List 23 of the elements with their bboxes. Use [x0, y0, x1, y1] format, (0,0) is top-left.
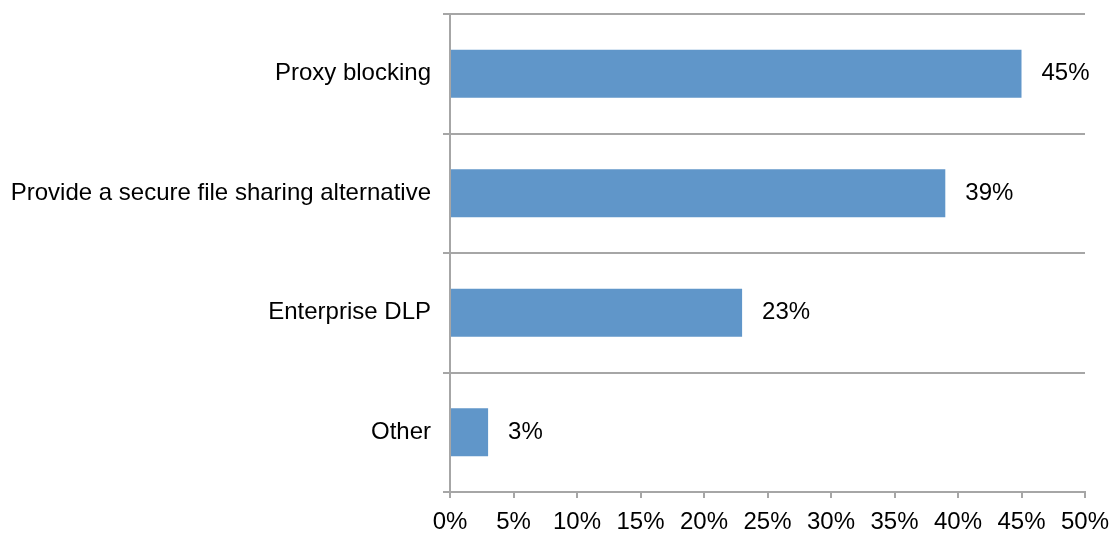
y-tick-label: Enterprise DLP [268, 297, 431, 325]
y-tick-label: Provide a secure file sharing alternative [10, 177, 431, 205]
bar [451, 288, 743, 337]
x-tick-label: 5% [496, 507, 531, 533]
x-tick-label: 30% [806, 507, 856, 533]
bar [451, 408, 489, 457]
data-label: 23% [762, 297, 811, 325]
bar [451, 169, 946, 218]
x-tick-label: 10% [552, 507, 602, 533]
x-tick-label: 15% [616, 507, 665, 533]
x-tick-label: 20% [679, 507, 729, 533]
data-label: 45% [1041, 58, 1090, 86]
data-label: 3% [508, 416, 543, 444]
y-tick-label: Proxy blocking [274, 58, 431, 86]
y-tick-label: Other [370, 416, 431, 444]
x-tick-label: 0% [432, 507, 468, 533]
x-tick-label: 35% [870, 507, 919, 533]
bar [451, 49, 1022, 98]
x-tick-label: 50% [1060, 507, 1110, 533]
x-tick-label: 40% [933, 507, 983, 533]
data-label: 39% [965, 177, 1014, 205]
x-tick-label: 45% [997, 507, 1046, 533]
x-tick-label: 25% [743, 507, 792, 533]
